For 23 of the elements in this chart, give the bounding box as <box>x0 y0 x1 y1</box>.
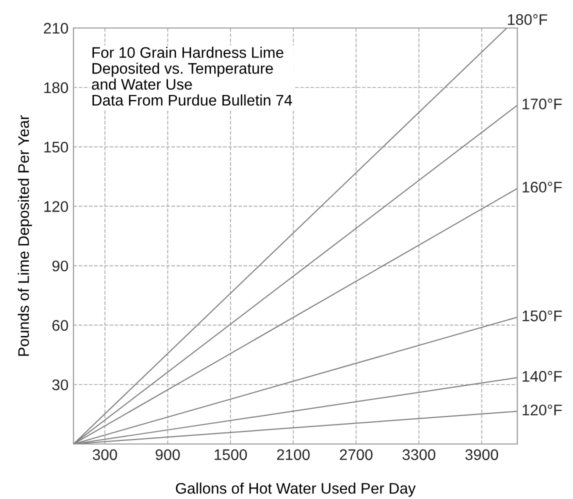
x-tick-label: 3900 <box>465 449 498 460</box>
y-tick-label: 180 <box>44 82 68 94</box>
y-tick-label: 150 <box>44 142 68 153</box>
y-tick-label: 210 <box>44 22 68 34</box>
y-tick-label: 30 <box>52 379 68 390</box>
series-label: 170°F <box>522 98 562 110</box>
x-axis-title: Gallons of Hot Water Used Per Day <box>176 482 416 497</box>
series-label: 160°F <box>522 182 562 193</box>
x-tick-label: 1500 <box>214 449 247 460</box>
x-tick-label: 3300 <box>402 449 436 460</box>
y-axis-title: Pounds of Lime Deposited Per Year <box>18 115 32 356</box>
y-tick-label: 120 <box>44 201 68 212</box>
series-label: 140°F <box>522 370 562 382</box>
annotation: For 10 Grain Hardness Lime Deposited vs. Temperature and Water Use Data From Purdue Bulletin 74 <box>92 46 292 106</box>
y-tick-label: 90 <box>52 260 68 272</box>
series-label: 180°F <box>508 14 548 25</box>
x-tick-label: 2700 <box>340 449 373 460</box>
series-label: 150°F <box>522 310 562 322</box>
x-tick-label: 900 <box>156 449 180 460</box>
y-tick-label: 60 <box>52 320 68 331</box>
x-tick-label: 2100 <box>277 449 310 460</box>
series-label: 120°F <box>522 404 562 416</box>
x-tick-label: 300 <box>92 449 118 460</box>
